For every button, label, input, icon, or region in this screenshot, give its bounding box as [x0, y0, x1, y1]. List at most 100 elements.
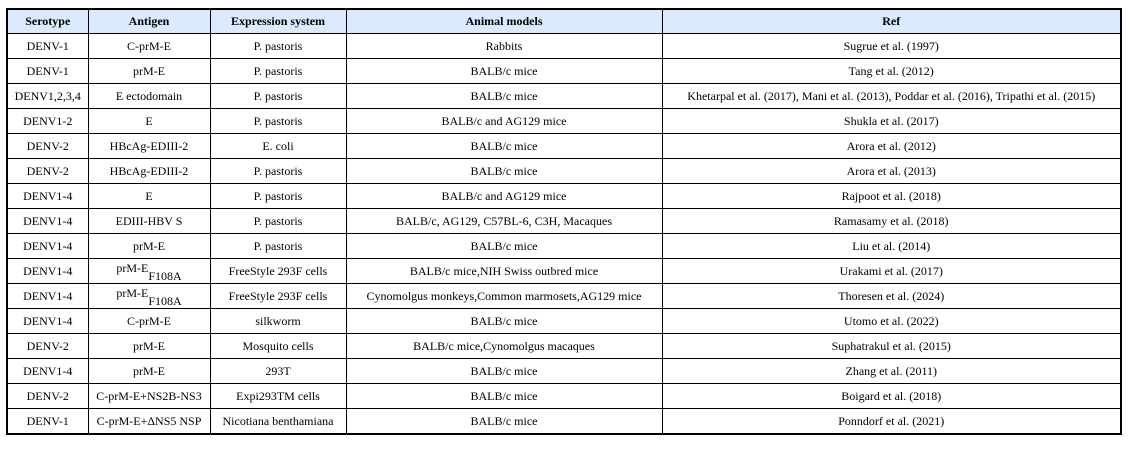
table-row: DENV1-4 prM-EF108A FreeStyle 293F cells Cyn… — [6, 283, 1122, 309]
header-ref: Ref — [661, 8, 1122, 34]
antigen-main: prM-E — [116, 260, 149, 275]
antigen-subscript: F108A — [148, 268, 182, 283]
cell-animal-models: BALB/c mice — [345, 383, 663, 409]
cell-antigen: EDIII-HBV S — [87, 208, 211, 234]
cell-expression-system: P. pastoris — [209, 183, 347, 209]
cell-antigen: C-prM-E — [87, 33, 211, 59]
table-row: DENV1-2 E P. pastoris BALB/c and AG129 mice… — [6, 108, 1122, 134]
cell-serotype: DENV1,2,3,4 — [6, 83, 89, 109]
cell-expression-system: P. pastoris — [209, 233, 347, 259]
cell-animal-models: BALB/c mice — [345, 83, 663, 109]
cell-serotype: DENV1-4 — [6, 208, 89, 234]
cell-animal-models: BALB/c mice,Cynomolgus macaques — [345, 333, 663, 359]
cell-ref: Urakami et al. (2017) — [661, 258, 1122, 284]
cell-ref: Tang et al. (2012) — [661, 58, 1122, 84]
header-antigen: Antigen — [87, 8, 211, 34]
table-row: DENV-2 HBcAg-EDIII-2 P. pastoris BALB/c mic… — [6, 158, 1122, 184]
cell-ref: Rajpoot et al. (2018) — [661, 183, 1122, 209]
cell-antigen: C-prM-E+NS2B-NS3 — [87, 383, 211, 409]
cell-serotype: DENV-2 — [6, 133, 89, 159]
cell-expression-system: 293T — [209, 358, 347, 384]
cell-ref: Utomo et al. (2022) — [661, 308, 1122, 334]
vaccine-table: Serotype Antigen Expression system Anima… — [6, 8, 1122, 435]
cell-animal-models: BALB/c mice — [345, 408, 663, 435]
table-row: DENV1,2,3,4 E ectodomain P. pastoris BALB/c… — [6, 83, 1122, 109]
antigen-subscript: F108A — [148, 293, 182, 308]
cell-serotype: DENV-1 — [6, 33, 89, 59]
cell-expression-system: P. pastoris — [209, 83, 347, 109]
table-row: DENV-1 C-prM-E P. pastoris Rabbits Sugrue et… — [6, 33, 1122, 59]
cell-antigen: C-prM-E+ΔNS5 NSP — [87, 408, 211, 435]
cell-antigen: E ectodomain — [87, 83, 211, 109]
cell-serotype: DENV-2 — [6, 158, 89, 184]
table-row: DENV-1 prM-E P. pastoris BALB/c mice Tang et… — [6, 58, 1122, 84]
cell-serotype: DENV1-4 — [6, 258, 89, 284]
table-row: DENV-1 C-prM-E+ΔNS5 NSP Nicotiana benthami… — [6, 408, 1122, 435]
cell-animal-models: BALB/c mice — [345, 58, 663, 84]
cell-expression-system: P. pastoris — [209, 58, 347, 84]
cell-antigen: HBcAg-EDIII-2 — [87, 158, 211, 184]
cell-expression-system: FreeStyle 293F cells — [209, 283, 347, 309]
cell-antigen: C-prM-E — [87, 308, 211, 334]
cell-ref: Arora et al. (2013) — [661, 158, 1122, 184]
table-row: DENV1-4 E P. pastoris BALB/c and AG129 mice… — [6, 183, 1122, 209]
table-row: DENV1-4 EDIII-HBV S P. pastoris BALB/c, AG1… — [6, 208, 1122, 234]
table-row: DENV-2 HBcAg-EDIII-2 E. coli BALB/c mice Aro… — [6, 133, 1122, 159]
cell-serotype: DENV-2 — [6, 383, 89, 409]
cell-antigen: E — [87, 183, 211, 209]
cell-expression-system: P. pastoris — [209, 208, 347, 234]
cell-animal-models: BALB/c mice — [345, 133, 663, 159]
cell-antigen: prM-E — [87, 333, 211, 359]
cell-animal-models: BALB/c mice — [345, 308, 663, 334]
cell-animal-models: BALB/c mice,NIH Swiss outbred mice — [345, 258, 663, 284]
header-expression-system: Expression system — [209, 8, 347, 34]
header-row: Serotype Antigen Expression system Anima… — [6, 8, 1122, 34]
cell-animal-models: Cynomolgus monkeys,Common marmosets,AG12… — [345, 283, 663, 309]
cell-animal-models: BALB/c and AG129 mice — [345, 183, 663, 209]
header-serotype: Serotype — [6, 8, 89, 34]
cell-serotype: DENV-1 — [6, 408, 89, 435]
cell-antigen: prM-EF108A — [87, 258, 211, 284]
cell-animal-models: BALB/c mice — [345, 358, 663, 384]
antigen-main: prM-E — [116, 285, 149, 300]
cell-serotype: DENV-1 — [6, 58, 89, 84]
cell-expression-system: Mosquito cells — [209, 333, 347, 359]
cell-serotype: DENV-2 — [6, 333, 89, 359]
cell-animal-models: BALB/c and AG129 mice — [345, 108, 663, 134]
table-body: DENV-1 C-prM-E P. pastoris Rabbits Sugrue et… — [6, 33, 1122, 435]
cell-animal-models: Rabbits — [345, 33, 663, 59]
table-row: DENV1-4 prM-E 293T BALB/c mice Zhang et al. … — [6, 358, 1122, 384]
table-row: DENV-2 prM-E Mosquito cells BALB/c mice,Cyn… — [6, 333, 1122, 359]
cell-antigen: prM-EF108A — [87, 283, 211, 309]
cell-ref: Ponndorf et al. (2021) — [661, 408, 1122, 435]
cell-serotype: DENV1-4 — [6, 283, 89, 309]
cell-ref: Zhang et al. (2011) — [661, 358, 1122, 384]
header-animal-models: Animal models — [345, 8, 663, 34]
cell-antigen: E — [87, 108, 211, 134]
cell-antigen: prM-E — [87, 233, 211, 259]
cell-animal-models: BALB/c, AG129, C57BL-6, C3H, Macaques — [345, 208, 663, 234]
cell-antigen: prM-E — [87, 358, 211, 384]
cell-animal-models: BALB/c mice — [345, 158, 663, 184]
cell-serotype: DENV1-4 — [6, 308, 89, 334]
cell-ref: Sugrue et al. (1997) — [661, 33, 1122, 59]
cell-ref: Suphatrakul et al. (2015) — [661, 333, 1122, 359]
cell-expression-system: silkworm — [209, 308, 347, 334]
cell-ref: Shukla et al. (2017) — [661, 108, 1122, 134]
cell-ref: Arora et al. (2012) — [661, 133, 1122, 159]
cell-expression-system: Expi293TM cells — [209, 383, 347, 409]
table-row: DENV1-4 C-prM-E silkworm BALB/c mice Utomo e… — [6, 308, 1122, 334]
cell-expression-system: Nicotiana benthamiana — [209, 408, 347, 435]
cell-expression-system: P. pastoris — [209, 108, 347, 134]
table-row: DENV-2 C-prM-E+NS2B-NS3 Expi293TM cells BAL… — [6, 383, 1122, 409]
cell-serotype: DENV1-4 — [6, 358, 89, 384]
cell-ref: Liu et al. (2014) — [661, 233, 1122, 259]
cell-serotype: DENV1-2 — [6, 108, 89, 134]
cell-ref: Thoresen et al. (2024) — [661, 283, 1122, 309]
cell-ref: Ramasamy et al. (2018) — [661, 208, 1122, 234]
cell-antigen: prM-E — [87, 58, 211, 84]
cell-ref: Boigard et al. (2018) — [661, 383, 1122, 409]
cell-antigen: HBcAg-EDIII-2 — [87, 133, 211, 159]
cell-expression-system: E. coli — [209, 133, 347, 159]
table-row: DENV1-4 prM-EF108A FreeStyle 293F cells BAL… — [6, 258, 1122, 284]
